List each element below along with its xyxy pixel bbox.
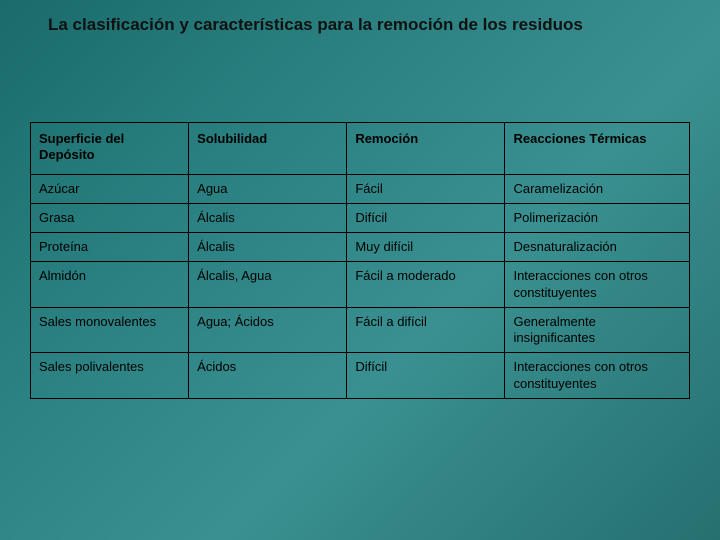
cell: Interacciones con otros constituyentes [505,262,690,308]
classification-table-wrap: Superficie del Depósito Solubilidad Remo… [30,122,690,399]
cell: Azúcar [31,174,189,203]
cell: Fácil a difícil [347,307,505,353]
classification-table: Superficie del Depósito Solubilidad Remo… [30,122,690,399]
table-row: Sales monovalentes Agua; Ácidos Fácil a … [31,307,690,353]
cell: Sales polivalentes [31,353,189,399]
table-row: Azúcar Agua Fácil Caramelización [31,174,690,203]
table-row: Grasa Álcalis Difícil Polimerización [31,203,690,232]
table-header-row: Superficie del Depósito Solubilidad Remo… [31,123,690,175]
cell: Sales monovalentes [31,307,189,353]
table-row: Almidón Álcalis, Agua Fácil a moderado I… [31,262,690,308]
cell: Almidón [31,262,189,308]
cell: Álcalis [189,203,347,232]
cell: Álcalis, Agua [189,262,347,308]
col-header: Solubilidad [189,123,347,175]
page-title: La clasificación y características para … [48,14,660,36]
cell: Polimerización [505,203,690,232]
cell: Fácil [347,174,505,203]
cell: Agua [189,174,347,203]
cell: Fácil a moderado [347,262,505,308]
table-row: Sales polivalentes Ácidos Difícil Intera… [31,353,690,399]
col-header: Reacciones Térmicas [505,123,690,175]
cell: Caramelización [505,174,690,203]
cell: Agua; Ácidos [189,307,347,353]
table-row: Proteína Álcalis Muy difícil Desnaturali… [31,233,690,262]
cell: Grasa [31,203,189,232]
cell: Proteína [31,233,189,262]
col-header: Superficie del Depósito [31,123,189,175]
cell: Interacciones con otros constituyentes [505,353,690,399]
cell: Generalmente insignificantes [505,307,690,353]
cell: Desnaturalización [505,233,690,262]
cell: Ácidos [189,353,347,399]
col-header: Remoción [347,123,505,175]
cell: Difícil [347,353,505,399]
cell: Álcalis [189,233,347,262]
cell: Difícil [347,203,505,232]
cell: Muy difícil [347,233,505,262]
